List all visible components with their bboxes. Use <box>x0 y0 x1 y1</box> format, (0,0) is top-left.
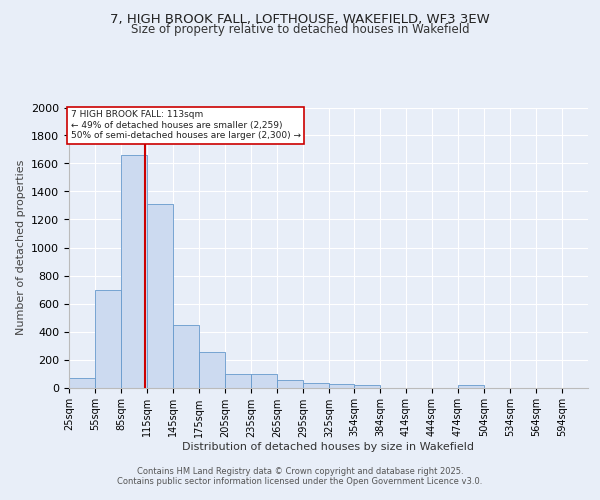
Bar <box>354 384 380 388</box>
Bar <box>121 155 147 388</box>
Text: 7, HIGH BROOK FALL, LOFTHOUSE, WAKEFIELD, WF3 3EW: 7, HIGH BROOK FALL, LOFTHOUSE, WAKEFIELD… <box>110 12 490 26</box>
Text: Size of property relative to detached houses in Wakefield: Size of property relative to detached ho… <box>131 22 469 36</box>
Text: Contains HM Land Registry data © Crown copyright and database right 2025.: Contains HM Land Registry data © Crown c… <box>137 467 463 476</box>
Bar <box>69 378 95 388</box>
Y-axis label: Number of detached properties: Number of detached properties <box>16 160 26 335</box>
X-axis label: Distribution of detached houses by size in Wakefield: Distribution of detached houses by size … <box>182 442 475 452</box>
Bar <box>458 384 484 388</box>
Text: 7 HIGH BROOK FALL: 113sqm
← 49% of detached houses are smaller (2,259)
50% of se: 7 HIGH BROOK FALL: 113sqm ← 49% of detac… <box>71 110 301 140</box>
Bar <box>251 374 277 388</box>
Bar <box>277 380 303 388</box>
Bar <box>329 384 354 388</box>
Bar <box>95 290 121 388</box>
Text: Contains public sector information licensed under the Open Government Licence v3: Contains public sector information licen… <box>118 477 482 486</box>
Bar <box>199 352 225 388</box>
Bar <box>303 382 329 388</box>
Bar <box>225 374 251 388</box>
Bar <box>147 204 173 388</box>
Bar <box>173 324 199 388</box>
